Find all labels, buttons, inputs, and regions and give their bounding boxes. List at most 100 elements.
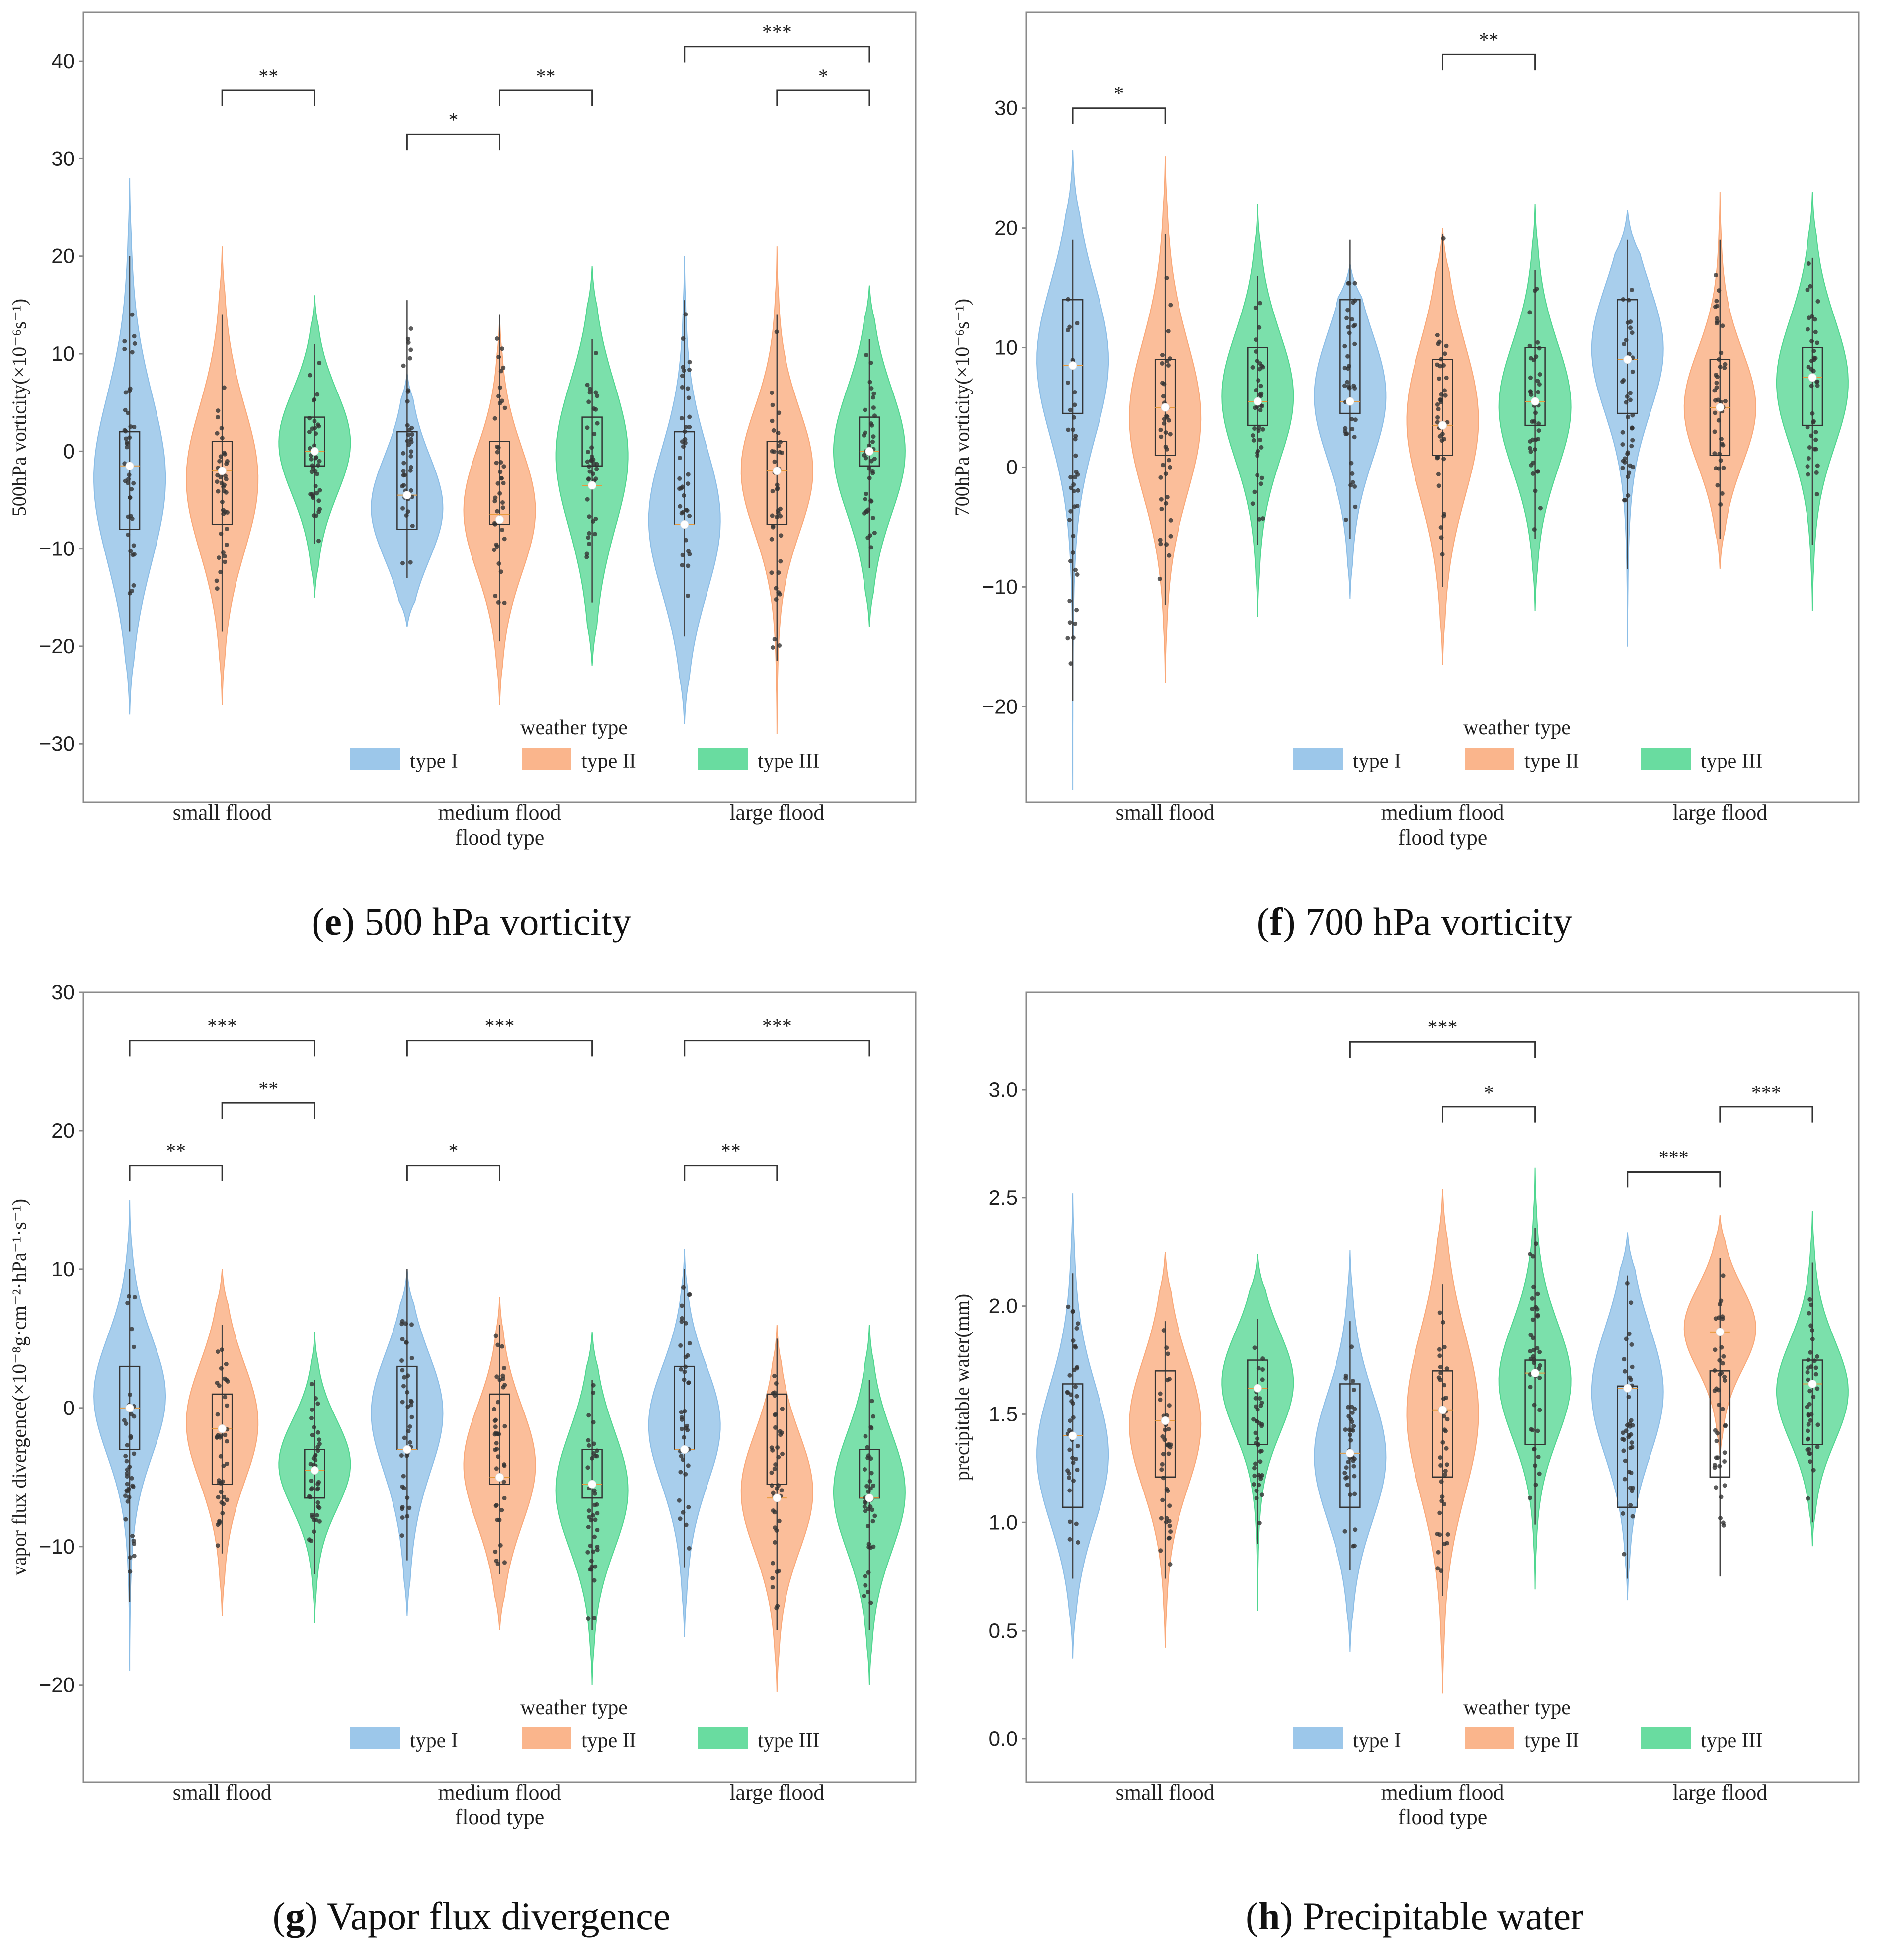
data-point bbox=[593, 1517, 598, 1522]
data-point bbox=[1348, 1438, 1353, 1443]
data-point bbox=[132, 1414, 137, 1419]
data-point bbox=[1722, 1374, 1727, 1379]
data-point bbox=[1258, 407, 1263, 412]
data-point bbox=[129, 487, 134, 492]
data-point bbox=[867, 475, 872, 480]
data-point bbox=[307, 416, 312, 421]
iqr-box bbox=[489, 1393, 510, 1485]
data-point bbox=[1435, 420, 1440, 425]
data-point bbox=[307, 1494, 312, 1499]
data-point bbox=[780, 1451, 785, 1456]
y-tick-label: 0.0 bbox=[989, 1727, 1018, 1750]
data-point bbox=[870, 1519, 875, 1524]
data-point bbox=[1810, 1337, 1815, 1341]
data-point bbox=[1067, 620, 1072, 625]
data-point bbox=[1529, 392, 1534, 397]
data-point bbox=[217, 1519, 222, 1524]
significance-bracket: * bbox=[776, 65, 870, 106]
data-point bbox=[125, 1499, 130, 1504]
data-point bbox=[1622, 1477, 1627, 1482]
data-point bbox=[1074, 1326, 1079, 1331]
data-point bbox=[1168, 1442, 1173, 1447]
data-point bbox=[1168, 1529, 1173, 1534]
data-point bbox=[1437, 434, 1442, 439]
data-point bbox=[775, 482, 780, 487]
violin-7 bbox=[1683, 192, 1756, 569]
violin-6 bbox=[648, 1249, 721, 1637]
data-point bbox=[400, 506, 405, 511]
data-point bbox=[1535, 1346, 1540, 1351]
data-point bbox=[1620, 430, 1625, 435]
data-point bbox=[1075, 472, 1080, 477]
legend-label: type I bbox=[1353, 1729, 1401, 1752]
y-tick-label: 30 bbox=[51, 980, 75, 1004]
data-point bbox=[776, 430, 781, 435]
y-tick-label: −20 bbox=[982, 695, 1018, 718]
data-point bbox=[1436, 471, 1441, 476]
data-point bbox=[1805, 1370, 1810, 1375]
data-point bbox=[1537, 1471, 1542, 1476]
data-point bbox=[495, 450, 500, 455]
data-point bbox=[1717, 1464, 1722, 1469]
data-point bbox=[865, 1524, 870, 1528]
data-point bbox=[1807, 1451, 1812, 1456]
data-point bbox=[309, 457, 314, 462]
data-point bbox=[1809, 314, 1814, 319]
legend-title: weather type bbox=[1463, 1696, 1571, 1719]
bracket-line bbox=[406, 1165, 500, 1181]
data-point bbox=[128, 1569, 133, 1574]
legend-label: type III bbox=[758, 1729, 820, 1752]
data-point bbox=[593, 516, 598, 521]
data-point bbox=[586, 535, 591, 540]
data-point bbox=[1722, 1459, 1727, 1464]
data-point bbox=[1714, 1386, 1719, 1391]
data-point bbox=[404, 1340, 409, 1345]
data-point bbox=[686, 1505, 691, 1510]
data-point bbox=[1163, 444, 1168, 449]
data-point bbox=[1167, 458, 1171, 463]
data-point bbox=[1441, 1396, 1446, 1401]
data-point bbox=[1623, 456, 1628, 461]
data-point bbox=[1528, 1349, 1533, 1354]
data-point bbox=[595, 1528, 600, 1532]
data-point bbox=[1344, 315, 1349, 320]
data-point bbox=[1076, 488, 1080, 493]
data-point bbox=[406, 1428, 411, 1433]
data-point bbox=[124, 436, 129, 441]
data-point bbox=[316, 498, 321, 503]
data-point bbox=[678, 1516, 683, 1521]
data-point bbox=[1070, 1309, 1075, 1314]
data-point bbox=[1439, 392, 1444, 397]
mean-marker bbox=[1438, 421, 1447, 430]
data-point bbox=[1712, 429, 1717, 434]
data-point bbox=[1256, 449, 1260, 454]
data-point bbox=[1628, 1446, 1633, 1450]
data-point bbox=[1806, 1365, 1810, 1370]
data-point bbox=[589, 1559, 594, 1564]
data-point bbox=[1352, 1491, 1357, 1496]
data-point bbox=[1527, 1252, 1532, 1256]
data-point bbox=[1251, 1417, 1256, 1422]
data-point bbox=[680, 1316, 685, 1321]
significance-bracket: * bbox=[1442, 1081, 1536, 1123]
data-point bbox=[1629, 444, 1634, 449]
legend-swatch bbox=[1293, 1727, 1343, 1749]
data-point bbox=[1530, 471, 1535, 476]
data-point bbox=[214, 578, 219, 583]
data-point bbox=[123, 1493, 128, 1498]
data-point bbox=[1342, 1529, 1347, 1534]
data-point bbox=[871, 1544, 876, 1549]
data-point bbox=[1163, 1427, 1168, 1432]
data-point bbox=[1720, 1407, 1725, 1411]
legend-swatch bbox=[698, 1727, 748, 1749]
data-point bbox=[316, 424, 321, 429]
significance-bracket: * bbox=[1072, 82, 1166, 124]
data-point bbox=[1255, 453, 1260, 458]
data-point bbox=[677, 1498, 682, 1503]
data-point bbox=[585, 459, 590, 464]
data-point bbox=[1815, 1444, 1820, 1449]
data-point bbox=[587, 542, 592, 547]
bracket-line bbox=[1349, 1041, 1536, 1058]
data-point bbox=[1160, 1497, 1165, 1502]
data-point bbox=[779, 1430, 784, 1435]
